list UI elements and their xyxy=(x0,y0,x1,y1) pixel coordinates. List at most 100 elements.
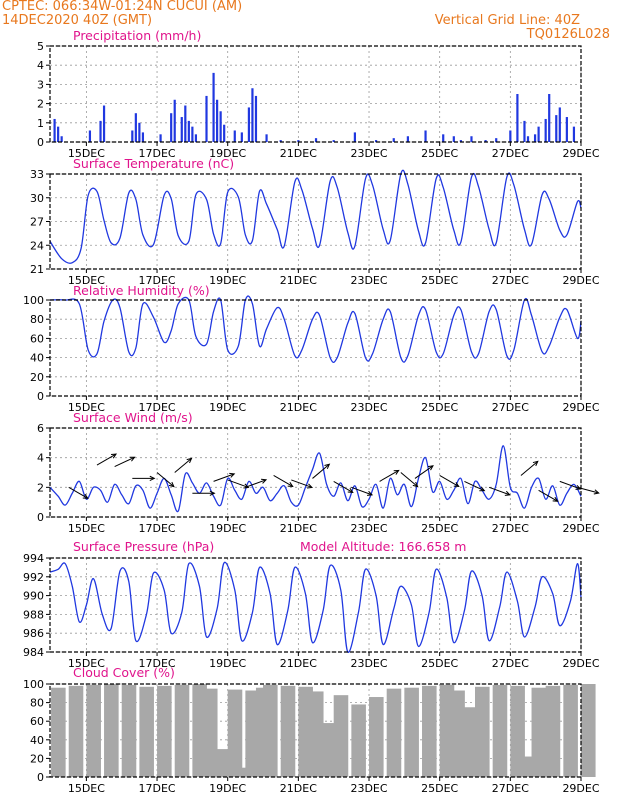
x-tick-label: 17DEC xyxy=(138,657,175,670)
precipitation-bar xyxy=(60,136,63,142)
y-tick-label: 1 xyxy=(37,117,44,130)
wind-arrow-head xyxy=(324,463,331,470)
panel-title: Relative Humidity (%) xyxy=(73,283,210,298)
gridlines xyxy=(50,45,582,143)
wind-arrow xyxy=(291,479,313,488)
x-tick-label: 23DEC xyxy=(350,274,387,287)
precipitation-bar xyxy=(533,134,537,142)
precipitation-bar xyxy=(131,130,134,142)
cloud-cover-bar xyxy=(121,684,137,777)
cloud-cover-bar xyxy=(545,685,561,777)
x-tick-label: 19DEC xyxy=(209,401,246,414)
precipitation-bar xyxy=(219,111,222,142)
wind-arrow-head xyxy=(186,457,193,464)
precipitation-bar xyxy=(548,94,551,142)
precipitation-bar xyxy=(191,126,194,142)
y-tick-label: 24 xyxy=(30,239,44,252)
x-tick-label: 29DEC xyxy=(562,782,599,795)
wind-arrow-head xyxy=(427,465,434,471)
y-tick-label: 3 xyxy=(37,78,44,91)
precipitation-bar xyxy=(102,105,106,142)
wind-arrow-head xyxy=(111,453,118,459)
date-line: 14DEC2020 40Z (GMT) xyxy=(2,13,153,28)
plot-frame xyxy=(49,557,582,653)
cloud-cover-bar xyxy=(475,686,490,777)
x-tick-label: 25DEC xyxy=(421,274,458,287)
model-altitude-annotation: Model Altitude: 166.658 m xyxy=(300,539,466,554)
precipitation-bar xyxy=(205,95,208,142)
precipitation-bar xyxy=(223,124,226,142)
precipitation-bar xyxy=(516,94,519,142)
precipitation-bar xyxy=(187,120,190,142)
wind-arrow xyxy=(439,475,459,487)
plot-frame xyxy=(49,173,582,270)
y-tick-label: 100 xyxy=(23,294,44,307)
plot-frame xyxy=(49,683,582,778)
x-tick-label: 17DEC xyxy=(138,147,175,160)
plot-frame xyxy=(49,45,582,143)
x-tick-label: 21DEC xyxy=(280,274,317,287)
precipitation-bar xyxy=(233,130,236,142)
run-id: TQ0126L028 xyxy=(526,27,610,42)
wind-arrow-head xyxy=(479,486,486,492)
precipitation-bar xyxy=(88,130,92,142)
cloud-cover-bar xyxy=(404,687,419,777)
precipitation-bar xyxy=(565,117,568,142)
panel-6: 0 20 40 60 80 100 15DEC 17DEC 19DEC 21DEC 23DEC 25D… xyxy=(23,665,600,795)
wind-arrow-head xyxy=(209,490,216,496)
x-tick-label: 29DEC xyxy=(562,657,599,670)
cloud-cover-bar xyxy=(139,686,154,777)
series-line xyxy=(49,295,582,364)
precipitation-bar xyxy=(374,140,378,142)
x-tick-label: 21DEC xyxy=(280,657,317,670)
y-tick-label: 994 xyxy=(23,552,44,565)
cloud-cover-bar xyxy=(227,689,243,777)
y-tick-label: 80 xyxy=(30,697,44,710)
x-tick-label: 23DEC xyxy=(350,782,387,795)
wind-arrow-head xyxy=(168,481,175,488)
wind-arrow xyxy=(96,453,117,466)
gridlines xyxy=(50,173,582,270)
y-tick-label: 986 xyxy=(23,627,44,640)
precipitation-bar xyxy=(495,138,498,142)
precipitation-bar xyxy=(141,132,145,142)
precipitation-bar xyxy=(173,99,176,142)
cloud-cover-bar xyxy=(510,685,525,777)
plot-frame xyxy=(49,427,582,518)
precipitation-bar xyxy=(212,72,215,142)
cloud-cover-bar xyxy=(563,684,578,777)
wind-arrow-head xyxy=(347,487,354,493)
cloud-cover-bar xyxy=(369,697,384,777)
data-marks xyxy=(49,445,600,513)
cloud-cover-bar xyxy=(104,684,119,777)
y-tick-label: 4 xyxy=(37,59,44,72)
precipitation-bar xyxy=(353,132,356,142)
precipitation-bar xyxy=(392,138,395,142)
precipitation-bar xyxy=(170,113,173,142)
y-tick-label: 5 xyxy=(37,40,44,53)
y-tick-label: 0 xyxy=(37,771,44,784)
y-tick-label: 2 xyxy=(37,481,44,494)
wind-arrows xyxy=(68,453,600,502)
x-tick-label: 15DEC xyxy=(68,401,105,414)
x-tick-label: 27DEC xyxy=(492,274,529,287)
wind-arrow-head xyxy=(393,469,400,475)
cloud-cover-bar xyxy=(174,684,190,777)
y-tick-label: 60 xyxy=(30,332,44,345)
y-tick-label: 984 xyxy=(23,646,44,659)
x-tick-label: 19DEC xyxy=(209,657,246,670)
wind-arrow xyxy=(312,463,330,479)
panel-2: 21 24 27 30 33 15DEC 17DEC 19DEC 21DEC 23DEC 25DEC… xyxy=(30,156,600,287)
y-tick-label: 21 xyxy=(30,263,44,276)
series-line xyxy=(49,445,582,513)
precipitation-bar xyxy=(194,134,198,142)
x-tick-label: 27DEC xyxy=(492,401,529,414)
cloud-cover-bar xyxy=(333,695,349,777)
panel-4: 0 2 4 6 15DEC 17DEC 19DEC 21DEC 23DEC 25DEC 27DEC 2… xyxy=(37,410,600,535)
wind-arrow-head xyxy=(453,482,460,488)
x-tick-label: 27DEC xyxy=(492,782,529,795)
x-tick-label: 29DEC xyxy=(562,522,599,535)
x-tick-label: 21DEC xyxy=(280,401,317,414)
x-tick-label: 17DEC xyxy=(138,522,175,535)
